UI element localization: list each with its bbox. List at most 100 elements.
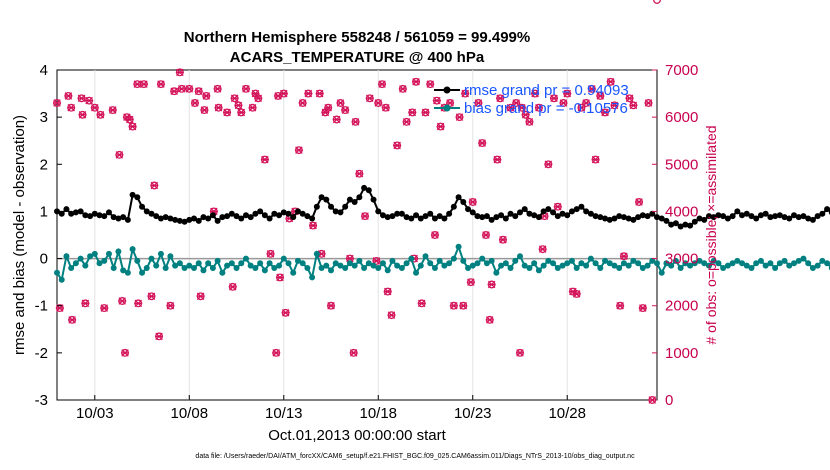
y2-tick-label: 5000 (665, 156, 698, 173)
bias-point (531, 260, 538, 267)
bias-point (313, 250, 320, 257)
obs-assimilated-marker (610, 101, 619, 110)
obs-assimilated-marker (398, 85, 407, 93)
bias-point (753, 260, 760, 267)
obs-assimilated-marker (387, 311, 396, 319)
bias-point (644, 262, 651, 269)
rmse-point (762, 210, 769, 217)
obs-assimilated-marker (68, 316, 77, 324)
rmse-point (389, 213, 396, 220)
rmse-point (139, 203, 146, 210)
bias-point (361, 265, 368, 271)
y2-tick-label: 3000 (665, 251, 698, 268)
obs-possible-marker (653, 0, 661, 4)
rmse-point (134, 194, 141, 201)
rmse-point (710, 214, 717, 221)
obs-assimilated-marker (512, 99, 521, 107)
rmse-point (757, 212, 764, 219)
obs-assimilated-marker (591, 155, 600, 164)
bias-point (502, 260, 509, 267)
rmse-point (417, 215, 424, 222)
bias-point (748, 265, 755, 271)
bias-point (587, 255, 594, 262)
bias-point (724, 262, 731, 269)
bias-point (465, 265, 472, 271)
bias-point (786, 262, 793, 269)
bias-point (58, 276, 65, 283)
rmse-point (545, 206, 552, 213)
obs-assimilated-marker (538, 245, 547, 253)
bias-point (389, 257, 396, 264)
obs-assimilated-marker (544, 160, 553, 169)
rmse-point (734, 208, 741, 215)
bias-point (134, 257, 141, 264)
bias-point (328, 267, 335, 274)
y2-axis-label: # of obs: o=possible; ×=assimilated (703, 125, 719, 344)
bias-point (809, 265, 816, 271)
bias-point (77, 255, 84, 262)
obs-assimilated-marker (635, 198, 644, 206)
rmse-point (398, 210, 405, 217)
obs-assimilated-marker (461, 89, 470, 98)
bias-point (427, 260, 434, 267)
bias-point (384, 267, 391, 274)
rmse-point (351, 199, 358, 205)
bias-point (299, 260, 306, 267)
y-tick-label: 4 (40, 62, 48, 79)
rmse-point (550, 209, 557, 216)
rmse-point (455, 194, 462, 201)
obs-assimilated-marker (402, 118, 411, 126)
bias-point (431, 265, 438, 271)
rmse-point (238, 215, 245, 222)
rmse-point (791, 212, 798, 219)
bias-point (654, 260, 660, 267)
obs-assimilated-marker (525, 118, 534, 126)
bias-line (56, 243, 830, 283)
obs-assimilated-marker (587, 85, 596, 93)
rmse-point (493, 214, 500, 221)
obs-assimilated-marker (436, 122, 445, 131)
bias-point (72, 260, 79, 267)
y-tick-label: -3 (35, 392, 48, 409)
bias-point (460, 257, 467, 264)
bias-point (691, 260, 698, 267)
rmse-point (120, 214, 127, 221)
bias-point (734, 257, 741, 264)
bias-point (446, 260, 453, 267)
bias-point (436, 257, 443, 264)
rmse-point (82, 212, 89, 219)
x-tick-label: 10/28 (548, 405, 586, 422)
bias-point (162, 265, 169, 271)
rmse-point (356, 194, 363, 201)
obs-assimilated-marker (266, 250, 275, 258)
rmse-point (266, 215, 273, 222)
rmse-point (153, 213, 160, 220)
bias-point (96, 260, 103, 267)
obs-assimilated-marker (118, 297, 127, 305)
obs-assimilated-marker (625, 94, 634, 103)
obs-assimilated-marker (421, 108, 430, 117)
bias-point (129, 246, 136, 253)
bias-point (318, 265, 325, 271)
obs-assimilated-marker (200, 106, 209, 114)
bias-point (276, 262, 283, 269)
obs-assimilated-marker (85, 96, 94, 105)
bias-point (498, 262, 505, 269)
bias-point (800, 255, 807, 262)
obs-assimilated-marker (345, 254, 354, 263)
bias-point (701, 260, 708, 267)
bias-point (238, 260, 245, 267)
obs-assimilated-marker (629, 101, 638, 110)
bias-point (611, 262, 618, 269)
bias-point (379, 260, 386, 267)
legend-bias-marker (443, 104, 451, 112)
bias-point (87, 253, 94, 260)
rmse-point (460, 199, 467, 205)
bias-point (290, 269, 297, 276)
bias-point (540, 262, 547, 269)
legend-bias-label: bias grand pr = -0.10576 (464, 100, 628, 117)
obs-assimilated-marker (378, 80, 387, 88)
y2-tick-label: 7000 (665, 62, 698, 79)
bias-point (408, 255, 415, 262)
